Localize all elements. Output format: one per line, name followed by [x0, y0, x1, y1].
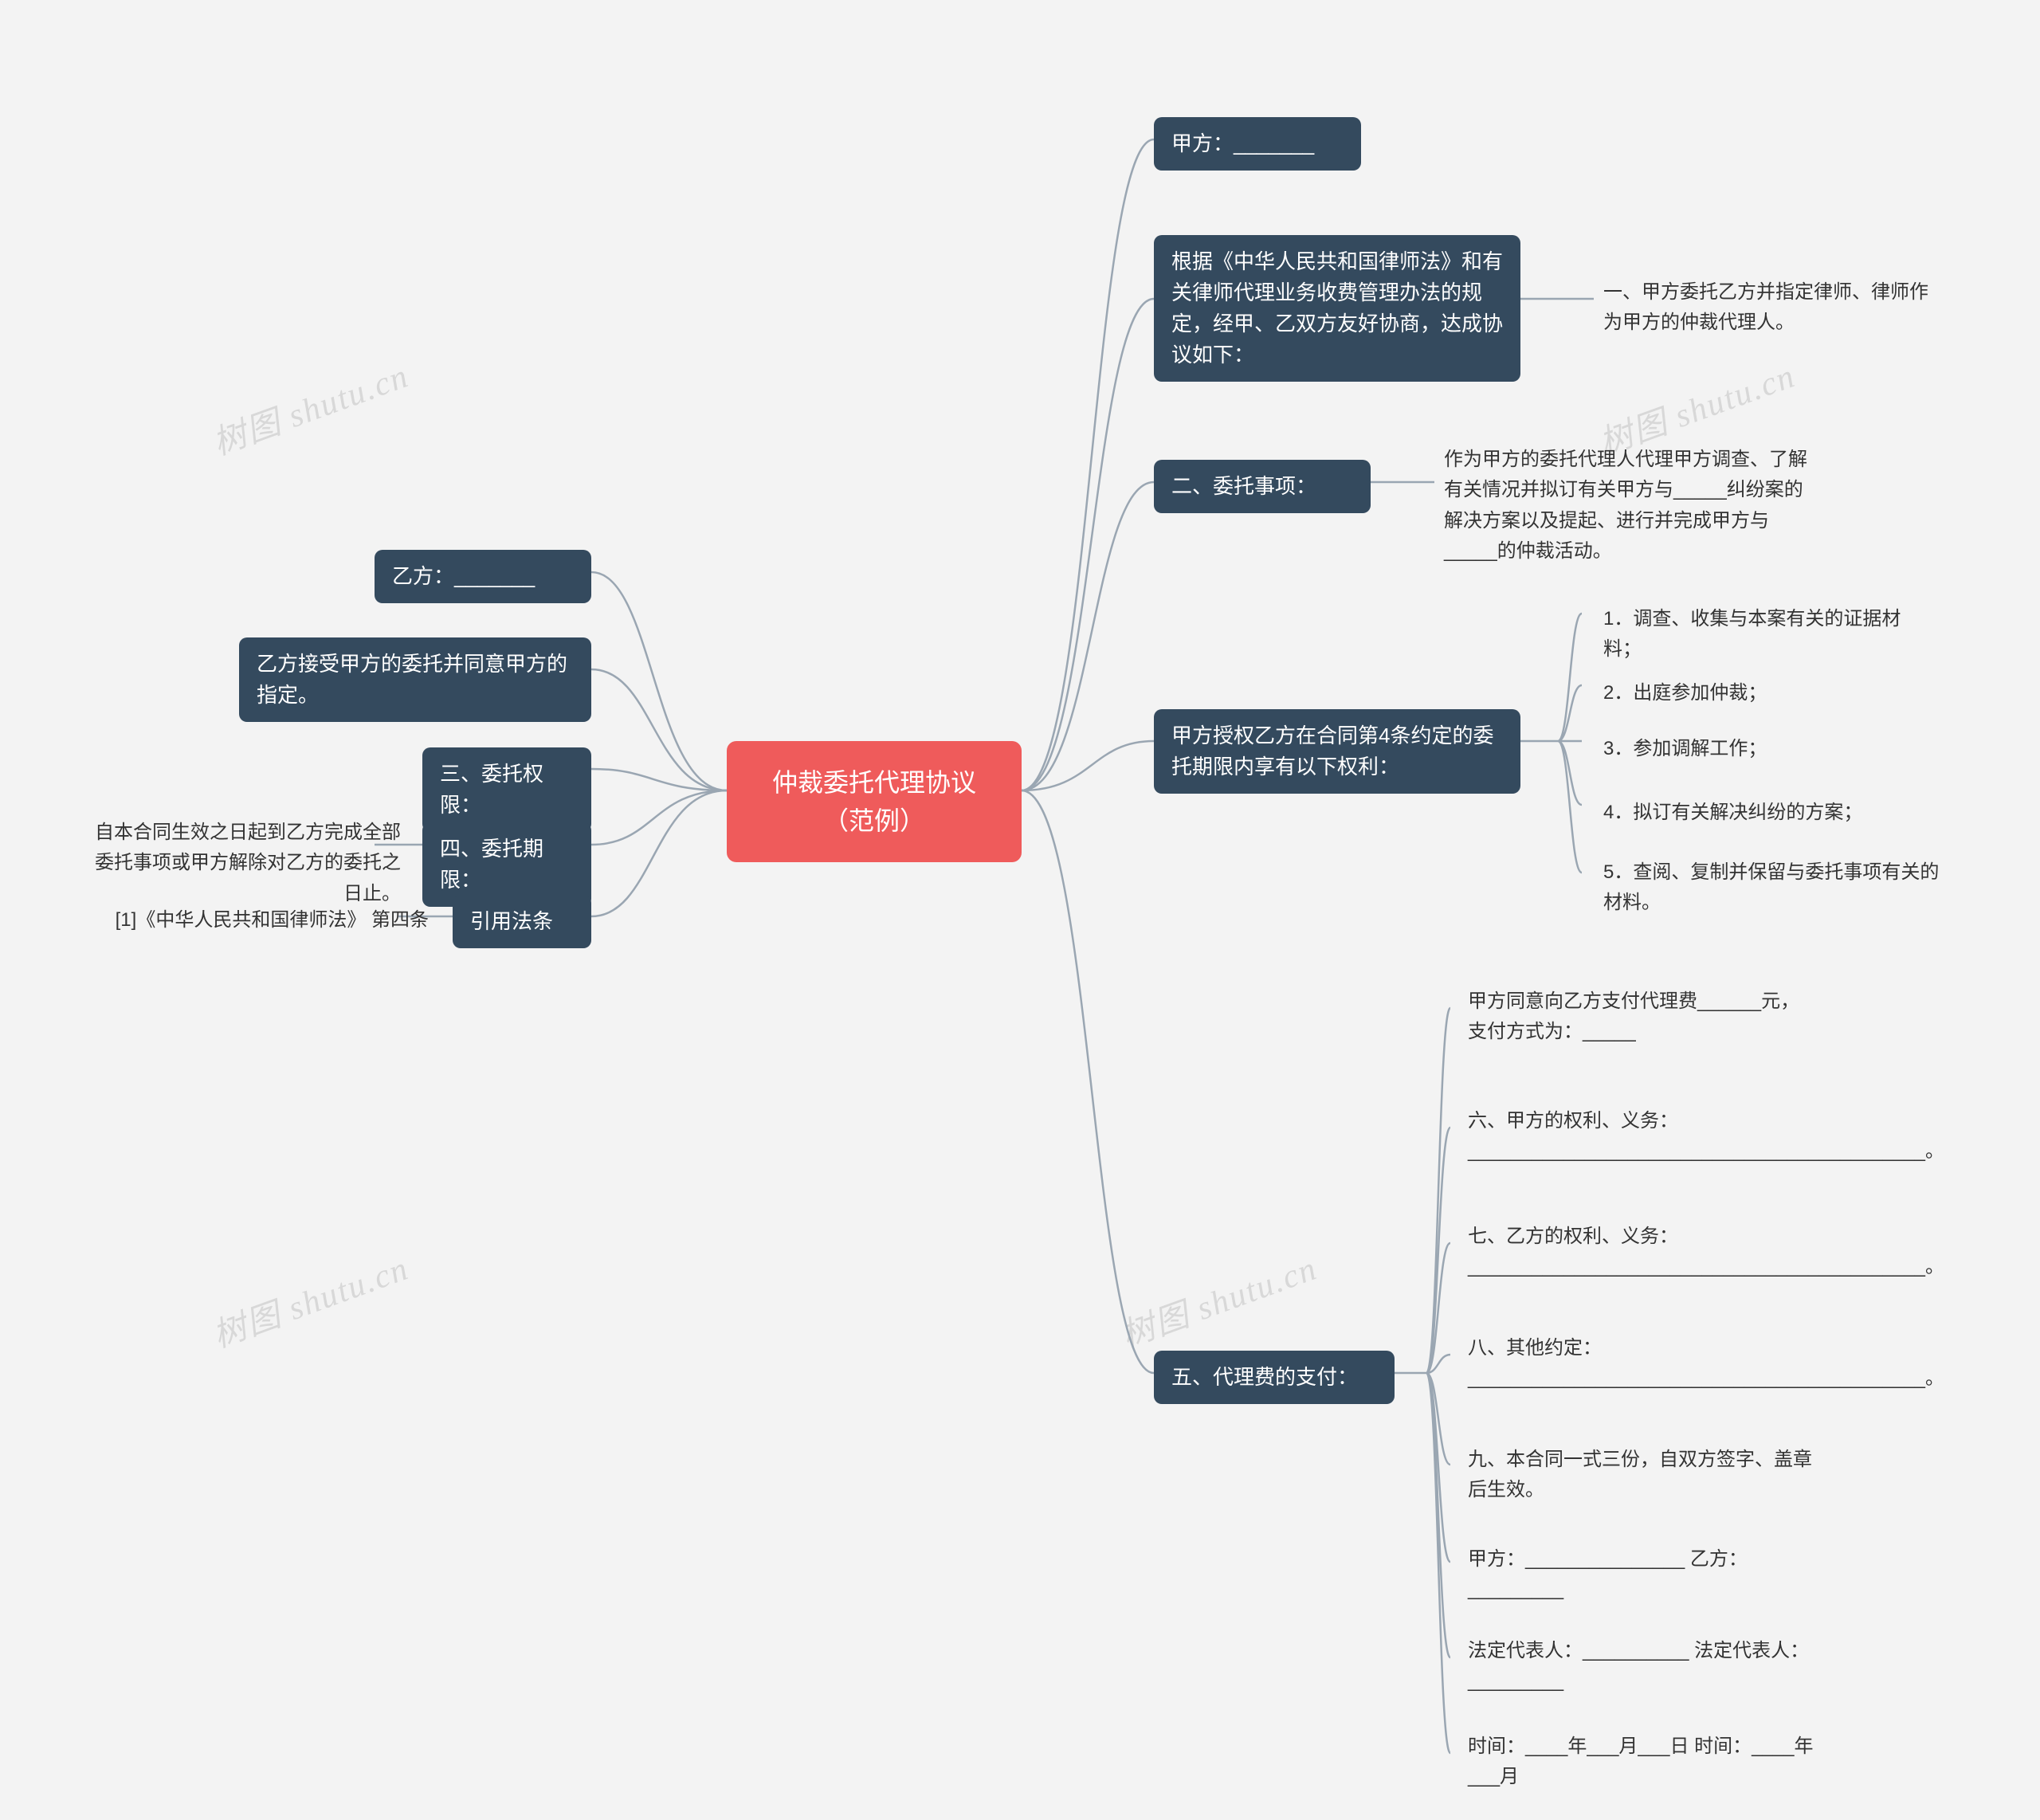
right-leaf-pay1: 甲方同意向乙方支付代理费______元，支付方式为：_____ [1458, 980, 1825, 1054]
right-leaf-pay6: 甲方：_______________ 乙方：_________ [1458, 1538, 1825, 1612]
right-leaf-item1: 一、甲方委托乙方并指定律师、律师作为甲方的仲裁代理人。 [1594, 271, 1944, 345]
left-node-accept: 乙方接受甲方的委托并同意甲方的指定。 [239, 637, 591, 722]
watermark: 树图 shutu.cn [205, 349, 414, 465]
right-node-matters: 二、委托事项： [1154, 460, 1371, 513]
left-node-scope: 三、委托权限： [422, 747, 591, 832]
right-leaf-pay8: 时间：____年___月___日 时间：____年___月 [1458, 1725, 1825, 1799]
right-node-payment: 五、代理费的支付： [1154, 1351, 1395, 1404]
right-leaf-pay5: 九、本合同一式三份，自双方签字、盖章后生效。 [1458, 1438, 1825, 1512]
right-leaf-right5: 5．查阅、复制并保留与委托事项有关的材料。 [1594, 851, 1960, 925]
right-leaf-right1: 1．调查、收集与本案有关的证据材料； [1594, 598, 1944, 672]
watermark: 树图 shutu.cn [205, 1241, 414, 1357]
right-leaf-pay3: 七、乙方的权利、义务：_____________________________… [1458, 1215, 1825, 1289]
watermark: 树图 shutu.cn [1113, 1241, 1323, 1357]
right-leaf-pay4: 八、其他约定：_________________________________… [1458, 1327, 1825, 1401]
right-node-rights: 甲方授权乙方在合同第4条约定的委托期限内享有以下权利： [1154, 709, 1520, 794]
left-node-law: 引用法条 [453, 895, 591, 948]
right-leaf-right4: 4．拟订有关解决纠纷的方案； [1594, 791, 1944, 834]
right-node-basis: 根据《中华人民共和国律师法》和有关律师代理业务收费管理办法的规定，经甲、乙双方友… [1154, 235, 1520, 382]
right-leaf-right3: 3．参加调解工作； [1594, 728, 1944, 771]
root-node: 仲裁委托代理协议（范例） [727, 741, 1022, 862]
left-node-yifang: 乙方：_______ [375, 550, 591, 603]
right-leaf-right2: 2．出庭参加仲裁； [1594, 672, 1944, 715]
right-node-jiafang: 甲方：_______ [1154, 117, 1361, 171]
right-leaf-pay7: 法定代表人：__________ 法定代表人：_________ [1458, 1630, 1825, 1704]
left-leaf-law-ref: [1]《中华人民共和国律师法》 第四条 [104, 899, 438, 942]
right-leaf-matters-detail: 作为甲方的委托代理人代理甲方调查、了解有关情况并拟订有关甲方与_____纠纷案的… [1434, 438, 1817, 574]
right-leaf-pay2: 六、甲方的权利、义务：_____________________________… [1458, 1100, 1825, 1174]
